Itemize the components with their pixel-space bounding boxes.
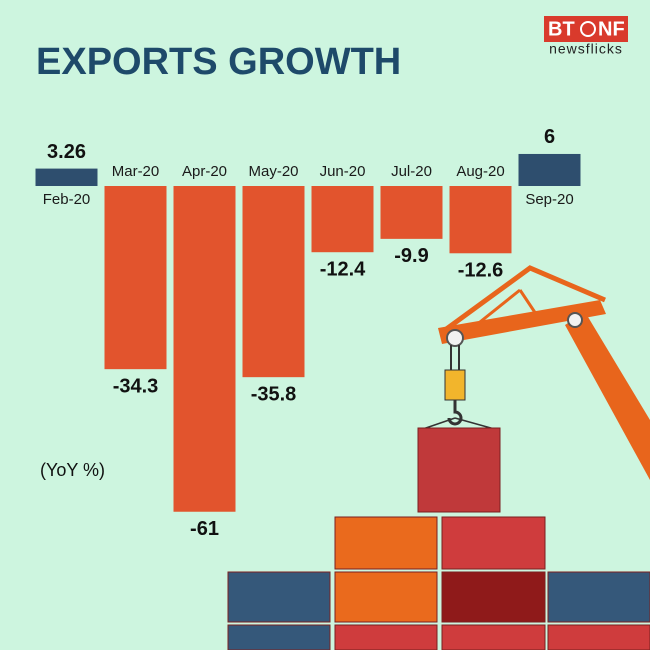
- bars: 3.26 Feb-20 -34.3 Mar-20 -61 Apr-20 -35.8 May-2…: [35, 126, 581, 540]
- value-label: -12.6: [458, 260, 504, 282]
- value-label: -12.4: [320, 258, 366, 280]
- x-tick-label: Mar-20: [112, 163, 160, 180]
- logo-mark: [580, 21, 596, 37]
- logo-text: BT: [548, 18, 575, 40]
- value-label: -34.3: [113, 375, 159, 397]
- logo-box: [544, 16, 628, 42]
- x-tick-label: Jul-20: [391, 163, 432, 180]
- value-label: 6: [544, 126, 555, 148]
- value-label: -35.8: [251, 383, 297, 405]
- chart-title: EXPORTS GROWTH: [36, 41, 401, 83]
- bar: [242, 186, 305, 378]
- logo-text: NF: [598, 18, 625, 40]
- annotation: (YoY %): [40, 460, 105, 480]
- x-tick-label: Feb-20: [43, 191, 91, 208]
- x-tick-label: Aug-20: [456, 163, 504, 180]
- value-label: -61: [190, 518, 219, 540]
- x-tick-label: Apr-20: [182, 163, 227, 180]
- bar: [35, 168, 98, 186]
- logo-subtitle: newsflicks: [549, 41, 623, 57]
- logo: BT NF newsflicks: [544, 16, 628, 57]
- bar: [380, 186, 443, 239]
- bar: [518, 153, 581, 186]
- bar: [104, 186, 167, 370]
- value-label: 3.26: [47, 141, 86, 163]
- value-label: -9.9: [394, 245, 428, 267]
- containers: [227, 427, 650, 650]
- crane: [419, 265, 650, 480]
- x-tick-label: May-20: [248, 163, 298, 180]
- x-tick-label: Sep-20: [525, 191, 573, 208]
- bar: [449, 186, 512, 254]
- bar: [173, 186, 236, 512]
- x-tick-label: Jun-20: [320, 163, 366, 180]
- bar: [311, 186, 374, 253]
